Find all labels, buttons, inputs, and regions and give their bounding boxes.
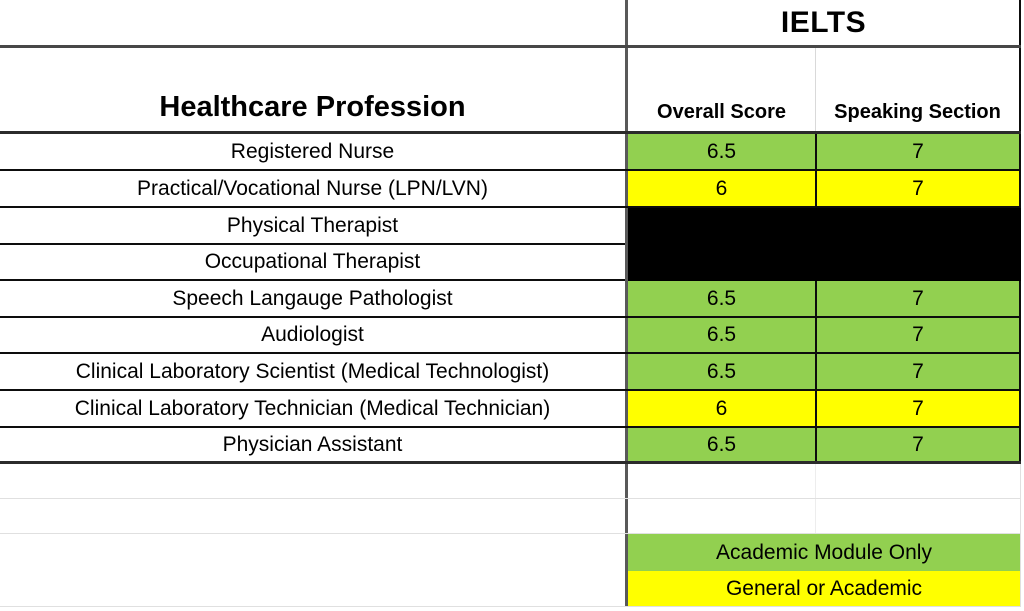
- speaking-score-cell: 7: [815, 391, 1021, 426]
- empty-corner-cell: [0, 0, 625, 45]
- profession-cell: Practical/Vocational Nurse (LPN/LVN): [137, 176, 488, 200]
- overall-score-cell: 6.5: [625, 354, 815, 389]
- empty-row: [0, 499, 1021, 534]
- overall-score-cell: 6.5: [625, 318, 815, 352]
- speaking-score-cell: 7: [815, 354, 1021, 389]
- speaking-score-cell-redacted: [815, 208, 1021, 245]
- speaking-score-cell: 7: [815, 318, 1021, 352]
- legend-academic-module-only: Academic Module Only: [625, 534, 1021, 571]
- legend-row-academic: Academic Module Only: [0, 534, 1021, 571]
- empty-cell: [625, 464, 815, 498]
- overall-score-cell: 6.5: [625, 428, 815, 461]
- overall-score-cell-redacted: [625, 245, 815, 281]
- profession-cell: Occupational Therapist: [0, 245, 625, 281]
- speaking-score-cell: 7: [815, 281, 1021, 316]
- row-clinical-laboratory-technician: Clinical Laboratory Technician (Medical …: [0, 391, 1021, 428]
- profession-cell: Clinical Laboratory Scientist (Medical T…: [75, 359, 550, 383]
- column-header-row: Healthcare Profession Overall Score Spea…: [0, 48, 1021, 134]
- empty-cell: [0, 534, 625, 571]
- overall-score-cell: 6.5: [625, 134, 815, 169]
- profession-cell: Physical Therapist: [0, 208, 625, 245]
- profession-column-header: Healthcare Profession: [159, 91, 466, 123]
- profession-cell: Audiologist: [261, 323, 364, 346]
- profession-cell: Speech Langauge Pathologist: [172, 286, 453, 310]
- row-physical-therapist: Physical Therapist: [0, 208, 1021, 245]
- speaking-score-cell: 7: [815, 428, 1021, 461]
- row-occupational-therapist: Occupational Therapist: [0, 245, 1021, 281]
- empty-cell: [0, 499, 625, 533]
- row-speech-language-pathologist: Speech Langauge Pathologist 6.5 7: [0, 281, 1021, 318]
- empty-cell: [0, 571, 625, 606]
- empty-cell: [815, 499, 1021, 533]
- row-audiologist: Audiologist 6.5 7: [0, 318, 1021, 354]
- row-physician-assistant: Physician Assistant 6.5 7: [0, 428, 1021, 464]
- row-practical-vocational-nurse: Practical/Vocational Nurse (LPN/LVN) 6 7: [0, 171, 1021, 208]
- ielts-header-row: IELTS: [0, 0, 1021, 48]
- legend-general-or-academic: General or Academic: [625, 571, 1021, 606]
- empty-cell: [625, 499, 815, 533]
- profession-cell: Physician Assistant: [222, 432, 403, 456]
- profession-cell: Registered Nurse: [230, 139, 395, 163]
- row-clinical-laboratory-scientist: Clinical Laboratory Scientist (Medical T…: [0, 354, 1021, 391]
- row-registered-nurse: Registered Nurse 6.5 7: [0, 134, 1021, 171]
- empty-cell: [0, 464, 625, 498]
- legend-row-general: General or Academic: [0, 571, 1021, 607]
- profession-cell: Clinical Laboratory Technician (Medical …: [74, 396, 551, 420]
- speaking-score-cell-redacted: [815, 245, 1021, 281]
- overall-score-cell-redacted: [625, 208, 815, 245]
- speaking-score-cell: 7: [815, 171, 1021, 206]
- empty-row: [0, 464, 1021, 499]
- overall-score-cell: 6: [625, 171, 815, 206]
- speaking-section-column-header: Speaking Section: [815, 48, 1021, 131]
- overall-score-cell: 6: [625, 391, 815, 426]
- ielts-title-cell: IELTS: [625, 0, 1021, 45]
- overall-score-cell: 6.5: [625, 281, 815, 316]
- overall-score-column-header: Overall Score: [625, 48, 815, 131]
- speaking-score-cell: 7: [815, 134, 1021, 169]
- empty-cell: [815, 464, 1021, 498]
